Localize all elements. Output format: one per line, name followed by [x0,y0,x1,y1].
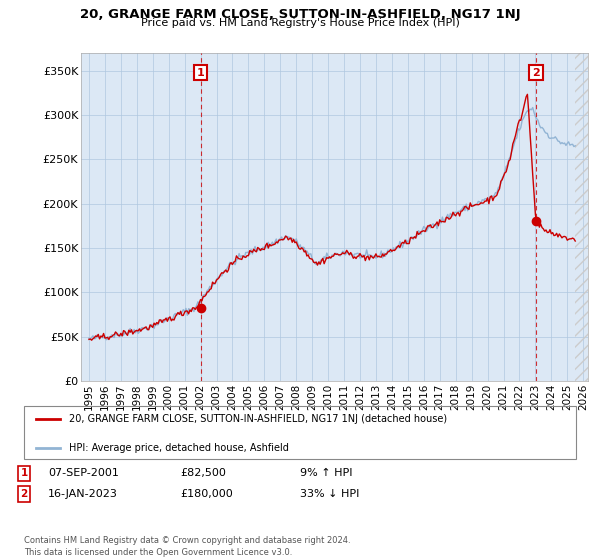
Text: 9% ↑ HPI: 9% ↑ HPI [300,468,353,478]
Text: 1: 1 [197,68,205,78]
Text: £180,000: £180,000 [180,489,233,499]
Text: 33% ↓ HPI: 33% ↓ HPI [300,489,359,499]
Text: HPI: Average price, detached house, Ashfield: HPI: Average price, detached house, Ashf… [69,443,289,453]
Text: 2: 2 [532,68,540,78]
Text: Price paid vs. HM Land Registry's House Price Index (HPI): Price paid vs. HM Land Registry's House … [140,18,460,29]
Text: 16-JAN-2023: 16-JAN-2023 [48,489,118,499]
Text: 1: 1 [20,468,28,478]
Text: £82,500: £82,500 [180,468,226,478]
Text: 20, GRANGE FARM CLOSE, SUTTON-IN-ASHFIELD, NG17 1NJ: 20, GRANGE FARM CLOSE, SUTTON-IN-ASHFIEL… [80,8,520,21]
Text: 20, GRANGE FARM CLOSE, SUTTON-IN-ASHFIELD, NG17 1NJ (detached house): 20, GRANGE FARM CLOSE, SUTTON-IN-ASHFIEL… [69,414,447,424]
Text: Contains HM Land Registry data © Crown copyright and database right 2024.
This d: Contains HM Land Registry data © Crown c… [24,536,350,557]
Text: 2: 2 [20,489,28,499]
Text: 07-SEP-2001: 07-SEP-2001 [48,468,119,478]
